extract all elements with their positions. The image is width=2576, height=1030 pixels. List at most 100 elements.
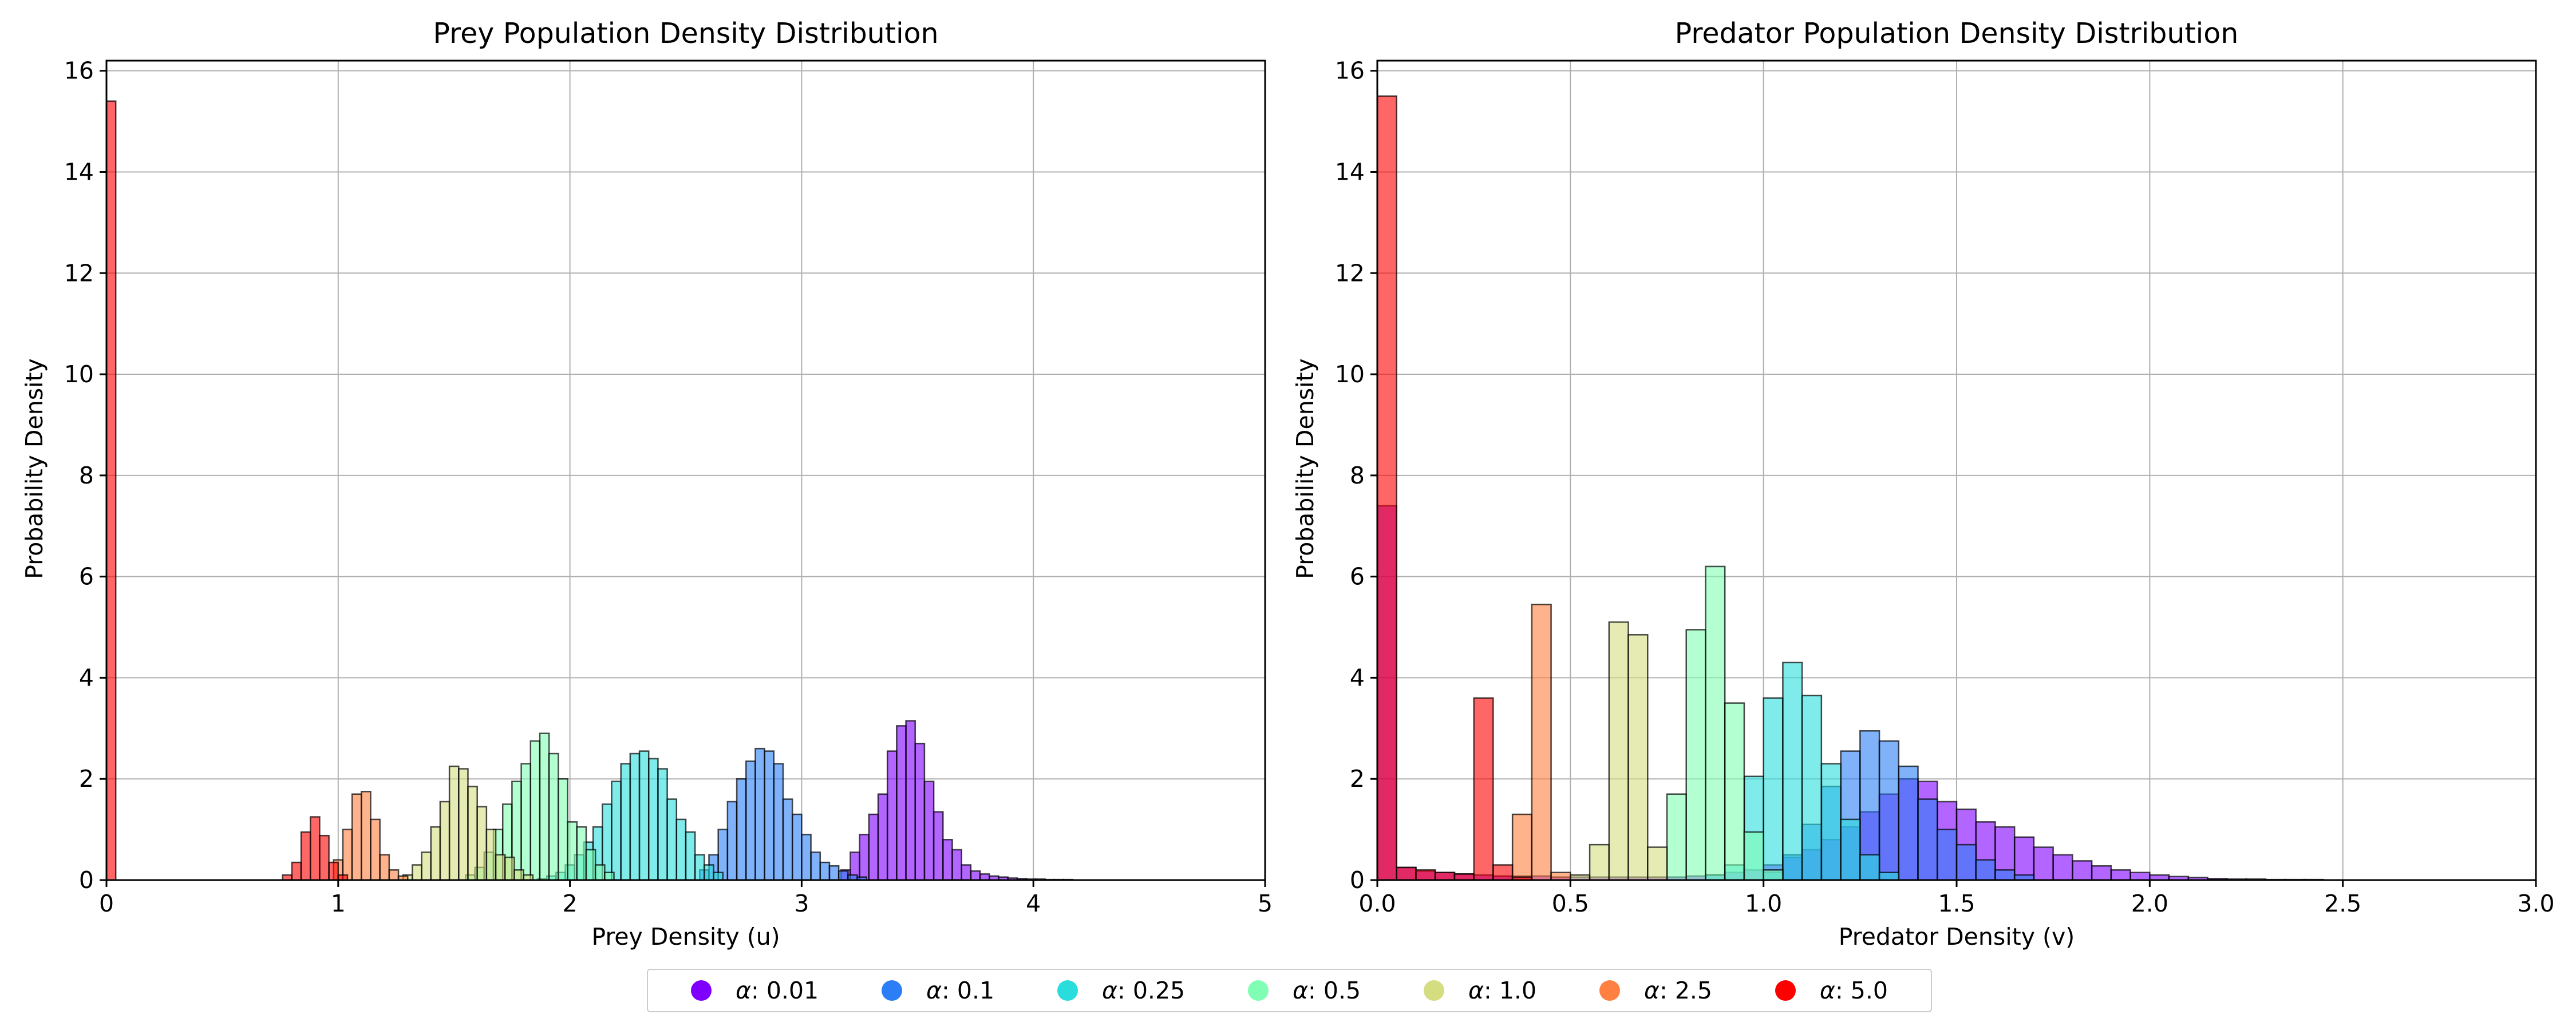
prey-histogram-bar	[458, 768, 469, 881]
predator-histogram-bar	[1666, 793, 1687, 881]
predator-histogram-bar	[1627, 634, 1649, 881]
predator-histogram-bar	[1589, 843, 1610, 881]
predator-y-tick-label: 12	[1335, 259, 1365, 287]
prey-histogram-bar	[657, 768, 668, 881]
predator-x-tick-label: 0.0	[1358, 890, 1396, 917]
prey-histogram-bar	[868, 813, 879, 881]
legend-item-alpha-5-0: α: 5.0	[1775, 977, 1888, 1004]
legend-marker	[1775, 980, 1796, 1001]
predator-histogram-bar	[1492, 864, 1514, 881]
prey-histogram-bar	[979, 873, 990, 881]
legend-item-alpha-0-1: α: 0.1	[881, 977, 994, 1004]
prey-histogram-bar	[951, 849, 962, 881]
prey-histogram-bar	[620, 763, 631, 881]
predator-histogram-bar	[2072, 860, 2093, 881]
prey-histogram-bar	[300, 831, 311, 881]
predator-histogram-bar	[1415, 869, 1436, 881]
legend-label: α: 5.0	[1819, 977, 1888, 1004]
prey-histogram-bar	[859, 834, 870, 881]
prey-histogram-bar	[810, 851, 821, 881]
legend-label: α: 0.25	[1101, 977, 1186, 1004]
prey-histogram-bar	[448, 765, 460, 881]
prey-histogram-bar	[801, 834, 812, 881]
prey-histogram-bar	[713, 871, 724, 881]
predator-histogram-bar	[1531, 603, 1552, 881]
prey-y-tick-label: 4	[79, 664, 94, 691]
predator-histogram-bar	[1878, 740, 1900, 881]
prey-histogram-bar	[736, 778, 747, 881]
prey-histogram-bar	[828, 865, 840, 881]
prey-histogram-bar	[638, 750, 650, 881]
legend-label: α: 0.5	[1293, 977, 1361, 1004]
predator-histogram-bar	[1743, 831, 1764, 881]
prey-histogram-bar	[629, 752, 641, 881]
predator-y-tick-label: 10	[1335, 360, 1365, 388]
prey-histogram-bar	[604, 871, 615, 881]
predator-histogram-bar	[1473, 697, 1494, 881]
prey-histogram-bar	[877, 793, 888, 881]
predator-histogram-bar	[1859, 854, 1880, 881]
prey-histogram-bar	[647, 758, 659, 881]
legend-marker	[1423, 980, 1444, 1001]
prey-histogram-bar	[745, 760, 756, 881]
predator-histogram-bar	[1608, 621, 1629, 881]
prey-histogram-bar	[495, 854, 506, 881]
predator-x-tick-label: 0.5	[1552, 890, 1589, 917]
prey-histogram-bar	[361, 791, 372, 881]
predator-x-tick-label: 3.0	[2517, 890, 2554, 917]
predator-histogram-bar	[1511, 813, 1533, 881]
prey-histogram-bar	[754, 747, 765, 881]
prey-histogram-bar	[585, 849, 596, 881]
prey-histogram-bar	[970, 870, 981, 881]
prey-histogram-bar	[467, 786, 478, 881]
predator-x-tick-label: 1.5	[1938, 890, 1975, 917]
legend-marker	[690, 980, 712, 1001]
prey-histogram-bar	[328, 861, 339, 881]
prey-histogram-bar	[694, 854, 705, 881]
prey-histogram-bar	[379, 854, 390, 881]
predator-histogram-bar	[1878, 871, 1900, 881]
prey-histogram-bar	[548, 752, 559, 881]
prey-histogram-bar	[485, 829, 497, 881]
prey-histogram-bar	[791, 813, 803, 881]
legend-marker	[881, 980, 902, 1001]
predator-histogram-bar	[1763, 697, 1784, 881]
prey-y-tick-label: 16	[64, 57, 94, 85]
predator-histogram-bar	[1975, 859, 1996, 881]
predator-histogram-bar	[1376, 95, 1397, 881]
predator-histogram-bar	[1994, 869, 2016, 881]
predator-histogram-bar	[1917, 798, 1938, 881]
prey-histogram-bar	[530, 740, 541, 881]
prey-y-tick-label: 2	[79, 765, 94, 793]
prey-histogram-bar	[764, 750, 775, 881]
predator-y-tick-label: 2	[1350, 765, 1365, 793]
predator-y-tick-label: 4	[1350, 664, 1365, 691]
predator-histogram-bar	[1550, 871, 1571, 881]
prey-histogram-bar	[837, 870, 849, 881]
predator-y-tick-label: 8	[1350, 462, 1365, 489]
predator-y-tick-label: 0	[1350, 866, 1365, 894]
prey-x-tick-label: 5	[1258, 890, 1273, 917]
predator-histogram-bar	[1685, 629, 1706, 881]
predator-histogram-bar	[1820, 763, 1842, 881]
prey-histogram-bar	[291, 861, 302, 881]
prey-histogram-bar	[666, 798, 678, 881]
prey-y-tick-label: 14	[64, 158, 94, 185]
predator-chart-title: Predator Population Density Distribution	[1674, 17, 2239, 50]
predator-histogram-bar	[1937, 829, 1958, 881]
prey-chart-title: Prey Population Density Distribution	[433, 17, 939, 50]
predator-histogram-bar	[1396, 866, 1417, 881]
prey-y-tick-label: 10	[64, 360, 94, 388]
prey-histogram-bar	[819, 861, 831, 881]
prey-histogram-bar	[309, 816, 321, 881]
predator-histogram-bar	[2110, 869, 2131, 881]
prey-histogram-bar	[923, 781, 935, 881]
prey-histogram-bar	[351, 793, 362, 881]
predator-y-tick-label: 14	[1335, 158, 1365, 185]
prey-histogram-bar	[704, 864, 714, 881]
prey-y-axis-label: Probability Density	[21, 358, 48, 579]
predator-y-tick-label: 16	[1335, 57, 1365, 85]
legend-label: α: 0.01	[735, 977, 819, 1004]
legend-marker	[1248, 980, 1269, 1001]
